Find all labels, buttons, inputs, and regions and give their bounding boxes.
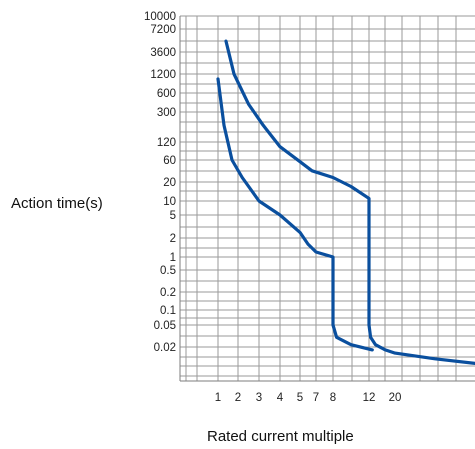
y-tick-label: 0.5 [160, 265, 176, 277]
x-tick-label: 8 [330, 392, 336, 404]
x-tick-label: 5 [297, 392, 303, 404]
x-tick-label: 2 [235, 392, 241, 404]
y-tick-label: 1200 [150, 69, 176, 81]
x-axis-title: Rated current multiple [207, 428, 354, 445]
y-tick-label: 600 [157, 88, 176, 100]
y-tick-label: 300 [157, 107, 176, 119]
y-tick-label: 5 [170, 210, 176, 222]
series-line-2 [224, 39, 475, 365]
y-tick-label: 0.2 [160, 287, 176, 299]
x-tick-label: 3 [256, 392, 262, 404]
y-tick-label: 3600 [150, 47, 176, 59]
x-axis-ticks: 1 2 3 4 5 7 8 12 20 [215, 392, 402, 404]
x-tick-label: 12 [363, 392, 376, 404]
x-tick-label: 20 [389, 392, 402, 404]
y-tick-label: 0.1 [160, 305, 176, 317]
y-axis-title: Action time(s) [11, 195, 103, 212]
y-tick-label: 10 [163, 196, 176, 208]
chart-series [216, 39, 475, 365]
chart-grid [179, 15, 475, 382]
y-tick-label: 2 [170, 233, 176, 245]
y-tick-label: 120 [157, 137, 176, 149]
x-tick-label: 4 [277, 392, 284, 404]
y-tick-label: 0.02 [154, 342, 176, 354]
y-tick-label: 7200 [150, 24, 176, 36]
y-tick-label: 0.05 [154, 320, 176, 332]
x-tick-label: 1 [215, 392, 221, 404]
series-line-1 [216, 77, 374, 352]
y-tick-label: 60 [163, 155, 176, 167]
y-tick-label: 1 [170, 252, 176, 264]
x-tick-label: 7 [313, 392, 319, 404]
y-tick-label: 20 [163, 177, 176, 189]
y-tick-label: 10000 [144, 11, 176, 23]
